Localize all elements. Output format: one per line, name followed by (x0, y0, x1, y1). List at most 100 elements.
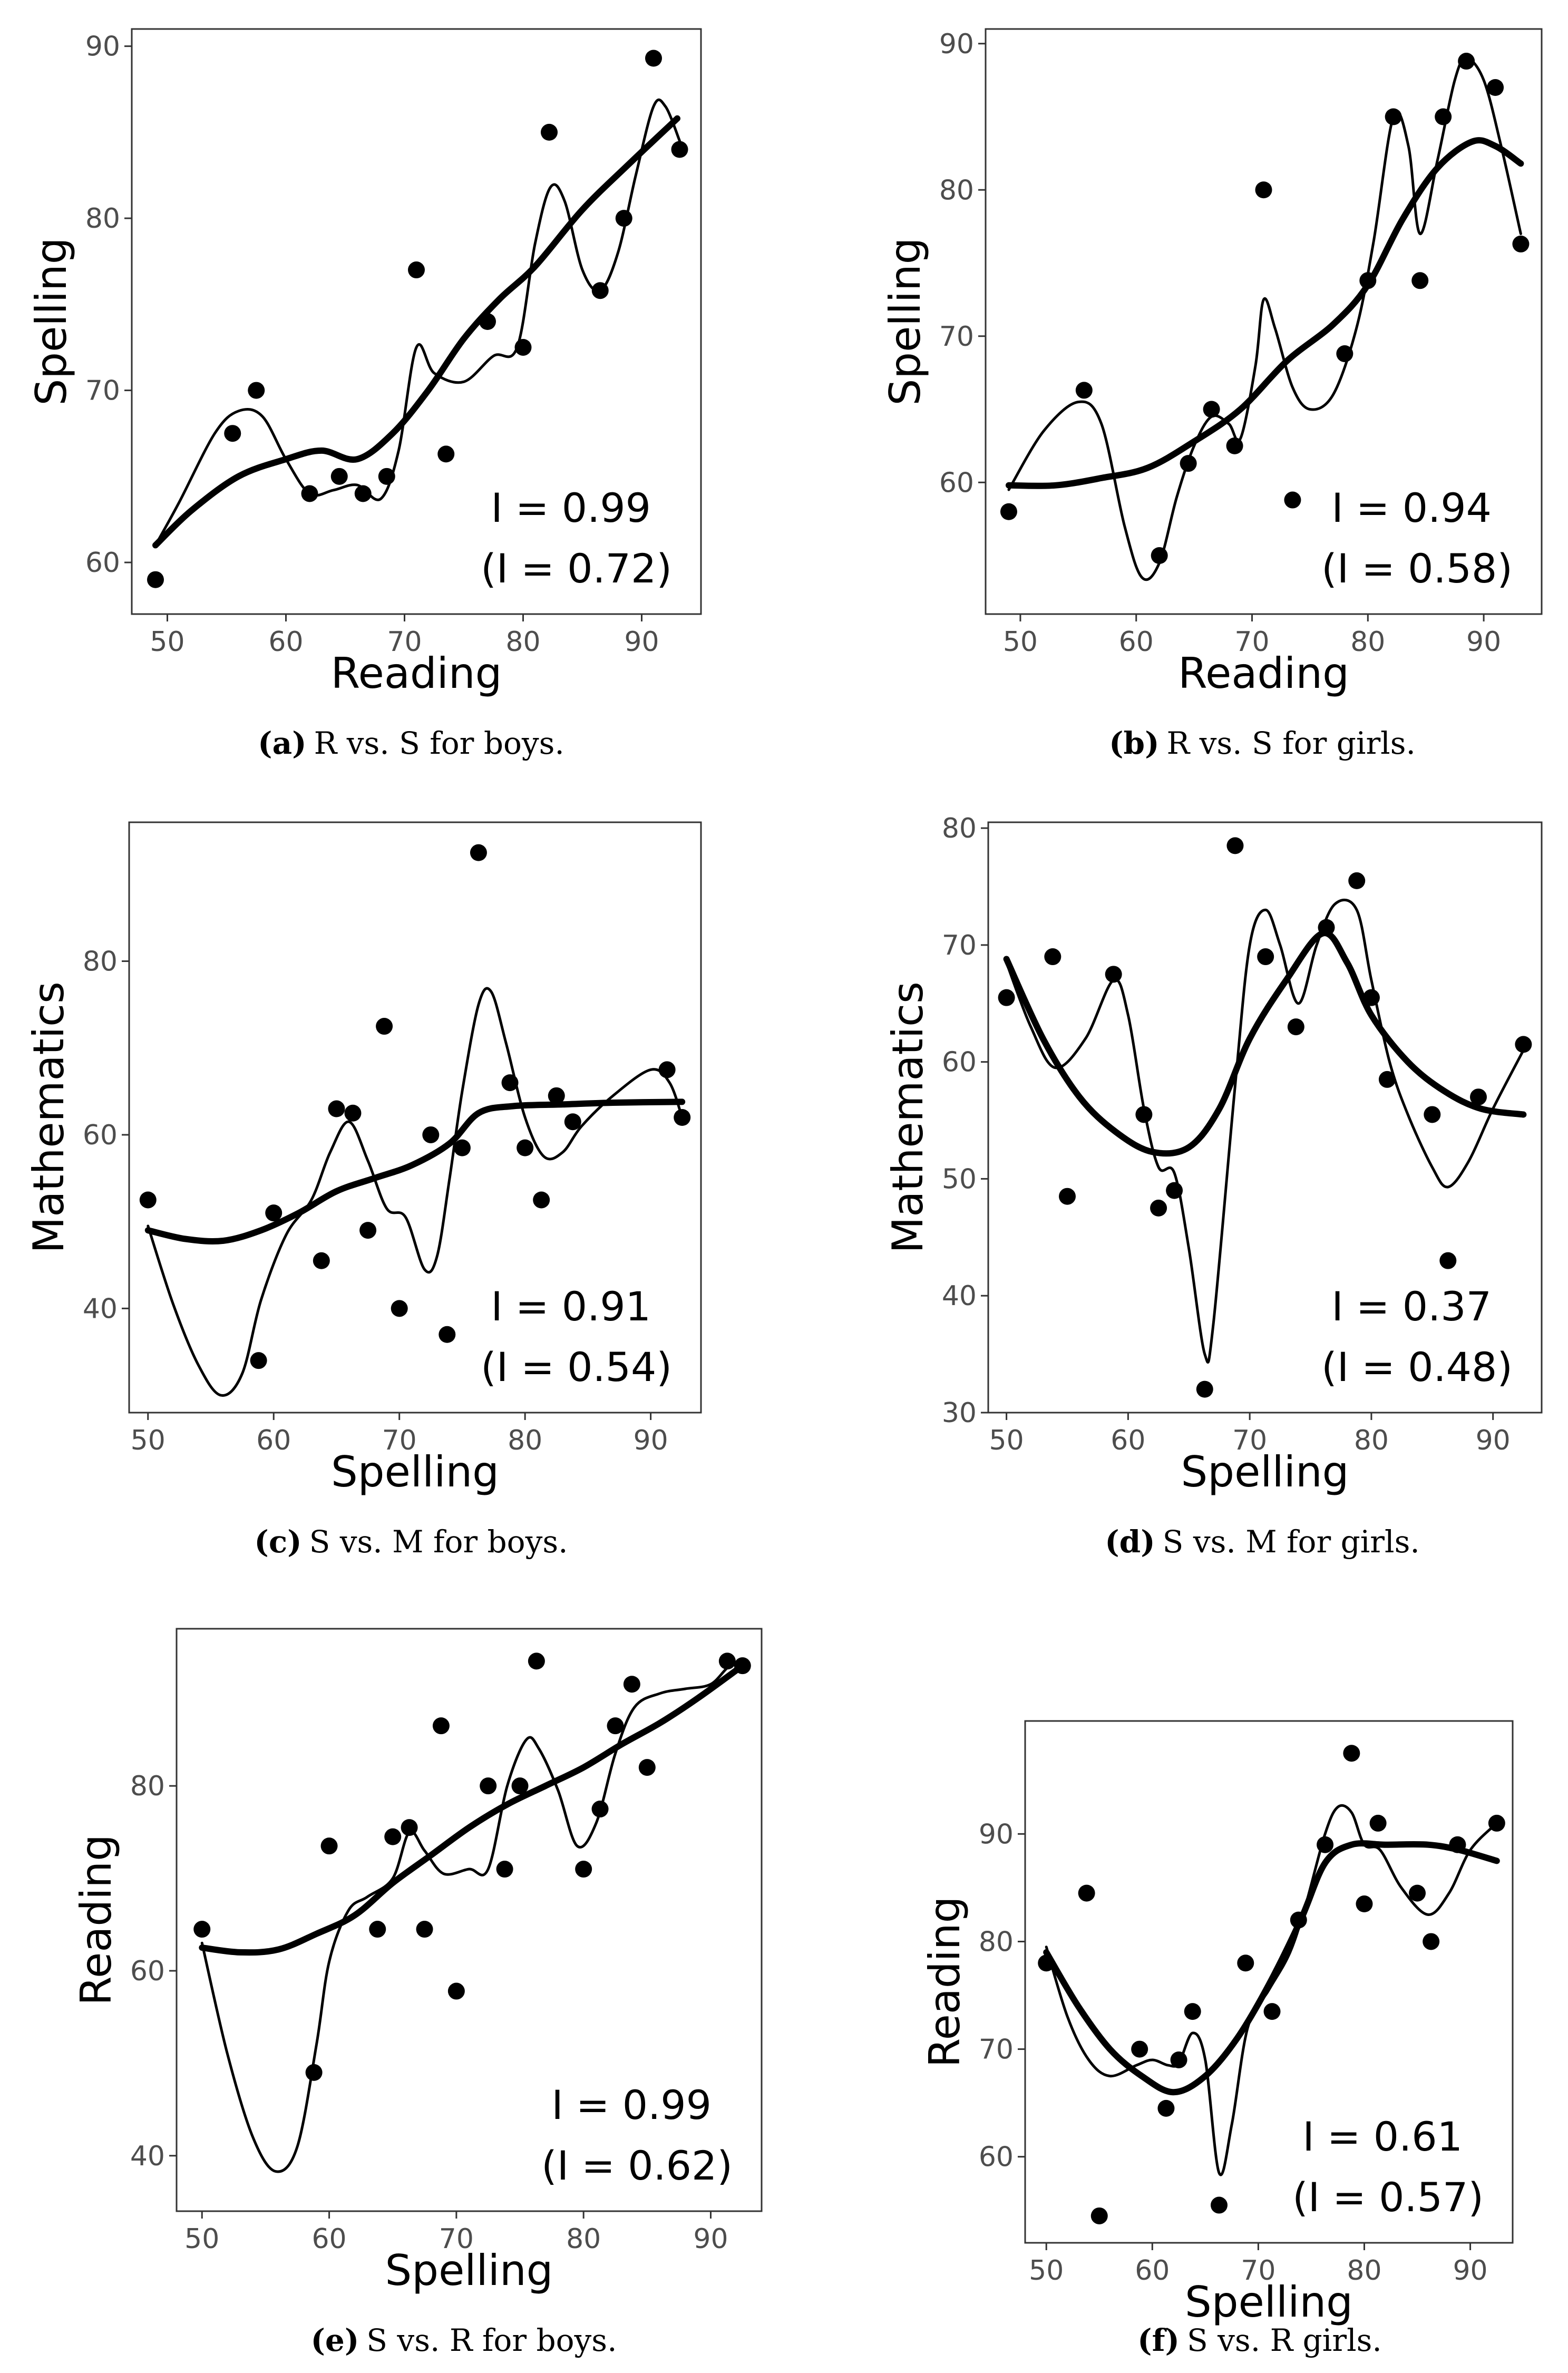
smooth-curve (144, 1098, 686, 1244)
data-point (1470, 1088, 1487, 1106)
annotation-paren: (I = 0.72) (481, 545, 672, 592)
y-tick-label: 90 (979, 1818, 1014, 1850)
data-point (564, 1113, 581, 1131)
data-point (1488, 1814, 1505, 1832)
y-tick-label: 90 (939, 28, 974, 60)
caption-label: (c) (254, 1524, 301, 1560)
data-point (528, 1652, 545, 1670)
data-point (1515, 1036, 1532, 1053)
data-point (480, 1777, 497, 1795)
y-tick-label: 60 (85, 547, 120, 579)
annotation-main: I = 0.37 (1331, 1283, 1492, 1330)
panel-e: 50 60 70 80 90 40 60 80 Spelling Reading I = 0.99 (… (72, 1628, 763, 2358)
data-point (591, 1801, 609, 1818)
x-axis-label: Spelling (331, 1447, 499, 1496)
caption-label: (d) (1105, 1524, 1155, 1560)
x-tick-label: 50 (1003, 626, 1038, 658)
data-point (1150, 1199, 1167, 1217)
data-point (193, 1921, 211, 1938)
data-point (401, 1819, 418, 1836)
data-point (1317, 1836, 1334, 1853)
data-point (1458, 53, 1475, 70)
y-axis-label: Reading (72, 1834, 121, 2006)
data-point (344, 1104, 362, 1122)
x-tick-label: 90 (634, 1425, 668, 1456)
data-point (1044, 948, 1061, 966)
data-point (623, 1676, 640, 1693)
data-point (248, 382, 265, 399)
x-tick-label: 70 (1232, 1425, 1267, 1456)
x-tick-label: 60 (1119, 626, 1154, 658)
data-point (378, 468, 395, 485)
caption-text: R vs. S for boys. (314, 725, 564, 761)
panel-d: 50 60 70 80 90304050607080SpellingMathematic… (883, 813, 1543, 1560)
data-point (1348, 872, 1366, 889)
annotation-main: I = 0.99 (551, 2082, 712, 2128)
data-point (1435, 108, 1452, 125)
smooth-curve (152, 115, 680, 549)
data-point (376, 1018, 393, 1035)
data-point (1385, 108, 1402, 125)
x-tick-label: 60 (256, 1425, 291, 1456)
data-point (671, 141, 688, 158)
plot-frame (987, 821, 1543, 1414)
data-point (1105, 966, 1122, 983)
caption-text: S vs. R for boys. (366, 2322, 617, 2358)
y-tick-label: 90 (85, 31, 120, 63)
data-point (313, 1252, 330, 1269)
data-point (224, 425, 241, 442)
data-point (1075, 382, 1093, 399)
data-point (1290, 1911, 1307, 1929)
data-point (384, 1828, 402, 1845)
annotation-paren: (I = 0.62) (541, 2142, 733, 2189)
data-point (265, 1204, 283, 1222)
x-tick-label: 60 (1111, 1425, 1145, 1456)
data-point (1362, 989, 1380, 1006)
y-tick-label: 70 (979, 2034, 1014, 2066)
annotation-paren: (I = 0.48) (1321, 1344, 1513, 1390)
caption-label: (e) (310, 2322, 359, 2358)
data-point (439, 1326, 456, 1343)
data-point (250, 1352, 267, 1369)
panel-caption: (c) S vs. M for boys. (254, 1524, 568, 1560)
plot-area (1006, 57, 1524, 581)
data-point (638, 1759, 656, 1776)
panel-b: 50 60 70 80 90 60 70 80 90 Reading Spelling I = 0.9… (881, 28, 1543, 761)
data-point (147, 571, 164, 588)
data-point (658, 1061, 676, 1078)
data-point (139, 1191, 157, 1209)
data-point (496, 1861, 513, 1878)
smooth-curve (199, 1662, 746, 1956)
data-point (1151, 547, 1168, 564)
x-axis-label: Reading (1178, 649, 1349, 698)
y-tick-label: 50 (942, 1163, 977, 1195)
data-point (517, 1139, 534, 1156)
data-point (511, 1777, 529, 1795)
x-tick-label: 60 (268, 626, 303, 658)
y-tick-label: 80 (942, 813, 977, 844)
y-tick-label: 60 (979, 2142, 1014, 2173)
data-point (1180, 455, 1197, 472)
data-point (369, 1921, 386, 1938)
interpolating-curve (1005, 899, 1525, 1364)
data-point (548, 1087, 565, 1104)
data-point (1411, 272, 1429, 289)
y-tick-label: 60 (83, 1120, 118, 1151)
plot-frame (985, 28, 1543, 615)
data-point (1369, 1814, 1387, 1832)
x-axis-label: Spelling (1181, 1447, 1349, 1496)
caption-text: S vs. R girls. (1187, 2322, 1382, 2358)
data-point (470, 844, 487, 861)
caption-label: (f) (1137, 2322, 1180, 2358)
plot-frame (176, 1628, 763, 2212)
data-point (1237, 1954, 1254, 1972)
annotation-main: I = 0.94 (1331, 484, 1492, 531)
data-point (514, 338, 532, 356)
interpolating-curve (154, 98, 681, 547)
y-axis-label: Mathematics (883, 981, 932, 1253)
panel-caption: (e) S vs. R for boys. (310, 2322, 617, 2358)
x-tick-label: 50 (131, 1425, 165, 1456)
x-tick-label: 60 (1135, 2255, 1170, 2287)
data-point (447, 1982, 465, 2000)
y-axis-label: Reading (920, 1897, 969, 2068)
